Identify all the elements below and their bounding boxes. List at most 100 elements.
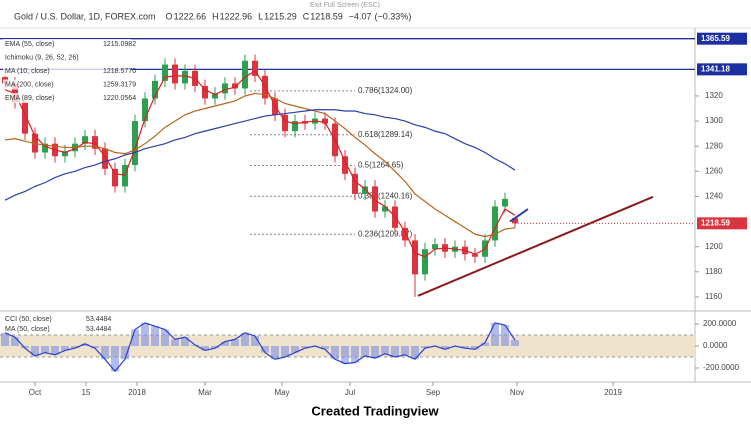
cci-column	[101, 346, 109, 360]
candle-body	[62, 151, 68, 157]
cci-column	[151, 326, 159, 346]
cci-column	[381, 346, 389, 354]
cci-column	[481, 342, 489, 346]
moving-average	[4, 109, 516, 201]
candle-body	[132, 121, 138, 166]
candle-body	[42, 143, 48, 153]
cci-legend-value: 53.4484	[86, 316, 111, 323]
legend-name: MA (10, close)	[5, 68, 50, 75]
cci-legend-name: MA (50, close)	[5, 326, 50, 333]
candle-body	[252, 60, 258, 76]
cci-column	[61, 346, 69, 351]
cci-column	[211, 346, 219, 349]
candle-body	[22, 102, 28, 134]
legend-name: EMA (89, close)	[5, 95, 54, 102]
candle-body	[142, 98, 148, 122]
trendline	[417, 195, 654, 297]
price-level-box	[697, 32, 747, 45]
cci-column	[231, 339, 239, 346]
candle-body	[32, 133, 38, 153]
exit-fullscreen-hint[interactable]: Exit Full Screen (ESC)	[310, 2, 380, 9]
candle-body	[172, 64, 178, 84]
cci-column	[461, 346, 469, 349]
candle-body	[422, 249, 428, 275]
x-tick-label: Jul	[345, 388, 355, 397]
cci-column	[391, 346, 399, 358]
cci-column	[161, 329, 169, 346]
candle-body	[202, 85, 208, 99]
y-tick-label: 1200	[705, 242, 723, 251]
cci-column	[141, 322, 149, 346]
caption: Created Tradingview	[311, 403, 439, 418]
fib-label: 0.786(1324.00)	[358, 86, 413, 95]
quote-value: 1218.59	[310, 11, 343, 21]
y-tick-label: 1300	[705, 116, 723, 125]
x-tick-label: 2019	[604, 388, 622, 397]
cci-column	[471, 346, 479, 350]
candle-body	[382, 206, 388, 212]
change-pct: (−0.33%)	[375, 11, 412, 21]
cci-column	[71, 346, 79, 349]
cci-column	[501, 325, 509, 346]
candle-body	[222, 83, 228, 94]
cci-column	[121, 346, 129, 360]
quote-label: L	[258, 11, 263, 21]
last-price-label: 1218.59	[701, 218, 730, 227]
cci-legend-name: CCI (50, close)	[5, 316, 52, 323]
fib-label: 0.618(1289.14)	[358, 130, 413, 139]
price-level-label: 1341.18	[701, 64, 730, 73]
cci-column	[331, 346, 339, 360]
cci-column	[1, 332, 9, 346]
fib-label: 0.236(1209.87)	[358, 229, 413, 238]
candle-body	[152, 80, 158, 99]
cci-column	[491, 322, 499, 346]
y-tick-label: 1280	[705, 141, 723, 150]
cci-column	[181, 337, 189, 346]
candle-body	[162, 64, 168, 81]
candle-body	[472, 254, 478, 257]
price-level-box	[697, 63, 747, 76]
cci-column	[261, 346, 269, 353]
cci-column	[41, 346, 49, 353]
legend-bg	[3, 79, 131, 90]
moving-average	[4, 70, 516, 258]
cci-column	[511, 340, 519, 346]
candle-body	[352, 173, 358, 194]
candle-body	[232, 83, 238, 89]
cci-column	[361, 346, 369, 356]
cci-column	[271, 346, 279, 360]
legend-value: 1220.0564	[103, 95, 136, 102]
y-tick-label: 1260	[705, 166, 723, 175]
y-tick-label: 1320	[705, 91, 723, 100]
cci-column	[131, 329, 139, 346]
quote-label: C	[303, 11, 310, 21]
candle-body	[342, 156, 348, 174]
cci-legend-value: 53.4484	[86, 326, 111, 333]
cci-column	[241, 332, 249, 346]
change-value: −4.07	[349, 11, 372, 21]
cci-column	[341, 346, 349, 364]
price-level-label: 1365.59	[701, 34, 730, 43]
legend-bg	[3, 93, 131, 103]
cci-column	[81, 343, 89, 346]
cci-column	[421, 346, 429, 349]
quote-value: 1222.66	[174, 11, 207, 21]
fib-label: 0.5(1264.65)	[358, 161, 404, 170]
x-tick-label: May	[274, 388, 289, 397]
candle-body	[432, 244, 438, 250]
candle-body	[322, 118, 328, 124]
candle-body	[372, 186, 378, 212]
cci-line	[4, 322, 516, 373]
cci-column	[11, 337, 19, 346]
cci-column	[371, 346, 379, 359]
legend-value: 1259.3179	[103, 81, 136, 88]
candle-body	[402, 227, 408, 241]
candle-body	[92, 136, 98, 149]
x-tick-label: Oct	[29, 388, 42, 397]
legend-name: Ichimoku (9, 26, 52, 26)	[5, 54, 79, 61]
x-tick-label: Mar	[198, 388, 212, 397]
cci-column	[31, 346, 39, 356]
candle-body	[502, 198, 508, 207]
chart-title: Gold / U.S. Dollar, 1D, FOREX.com	[14, 11, 156, 21]
x-tick-label: Nov	[510, 388, 524, 397]
